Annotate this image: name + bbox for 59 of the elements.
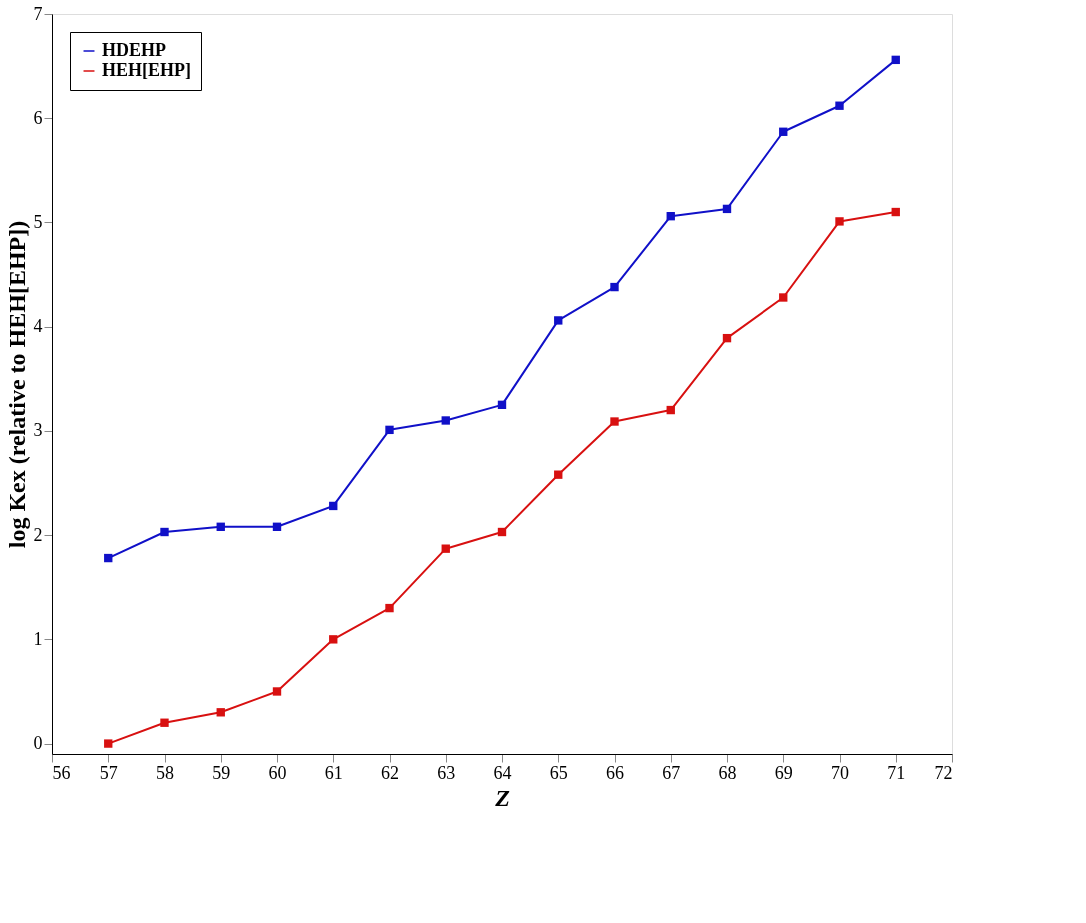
x-tick-label: 59 [212, 762, 231, 783]
point [441, 416, 450, 425]
y-tick-label: 6 [33, 107, 43, 128]
point [666, 405, 675, 415]
x-tick-label: 61 [324, 762, 343, 783]
point [666, 212, 675, 221]
x-tick-label: 63 [437, 762, 456, 783]
point [497, 527, 507, 537]
x-tick-label: 72 [934, 762, 953, 783]
point [722, 333, 732, 343]
point [104, 553, 113, 563]
point [891, 55, 900, 65]
x-tick-label: 65 [549, 762, 568, 783]
point [835, 101, 844, 110]
point [329, 635, 338, 644]
y-tick-label: 4 [33, 316, 43, 337]
point [441, 544, 450, 553]
point [160, 527, 169, 537]
y-tick-label: 0 [33, 733, 43, 754]
point [216, 522, 225, 531]
y-axis-title: log Kex (relative to HEH[EHP]) [3, 220, 30, 549]
point [160, 718, 169, 727]
point [329, 501, 338, 511]
x-tick-label: 56 [52, 762, 71, 783]
y-tick-label: 5 [33, 211, 43, 232]
point [104, 739, 113, 748]
y-tick-label: 1 [33, 628, 43, 649]
point [385, 603, 394, 613]
point [835, 217, 844, 226]
y-tick-label: 3 [33, 420, 43, 441]
y-tick-label: 2 [33, 524, 43, 545]
legend-label: HDEHP [102, 40, 167, 60]
x-tick-label: 64 [493, 762, 512, 783]
point [610, 282, 619, 292]
point [554, 316, 563, 325]
point [610, 417, 619, 426]
point [891, 207, 900, 217]
x-tick-label: 71 [887, 762, 906, 783]
x-tick-label: 68 [718, 762, 737, 783]
x-tick-label: 67 [662, 762, 681, 783]
x-tick-label: 58 [156, 762, 174, 783]
point [385, 425, 394, 435]
x-tick-label: 62 [381, 762, 399, 783]
point [779, 127, 788, 136]
x-tick-label: 60 [268, 762, 287, 783]
x-tick-label: 66 [606, 762, 624, 783]
point [554, 470, 563, 479]
legend-label: HEH[EHP] [102, 60, 191, 80]
point [779, 293, 788, 302]
point [722, 204, 732, 214]
x-tick-label: 57 [99, 762, 118, 783]
point [497, 400, 507, 410]
x-tick-label: 70 [831, 762, 849, 783]
point [272, 687, 282, 696]
x-axis-title: Z [494, 784, 511, 811]
point [216, 708, 225, 717]
y-tick-label: 7 [33, 3, 43, 24]
x-tick-label: 69 [774, 762, 793, 783]
point [272, 522, 282, 531]
